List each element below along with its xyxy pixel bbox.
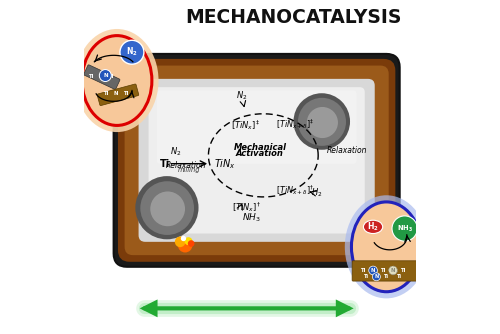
Text: $N_2$: $N_2$ — [236, 90, 248, 102]
FancyBboxPatch shape — [114, 54, 400, 267]
Text: milling: milling — [178, 167, 201, 173]
Text: MECHANOCATALYSIS: MECHANOCATALYSIS — [185, 8, 402, 27]
Text: Ti: Ti — [122, 91, 128, 96]
Text: Ti: Ti — [384, 274, 389, 279]
Circle shape — [140, 181, 194, 235]
Circle shape — [150, 191, 185, 226]
FancyBboxPatch shape — [148, 87, 365, 233]
Text: $NH_3$: $NH_3$ — [242, 211, 261, 224]
Text: $N_2$: $N_2$ — [170, 146, 181, 158]
Text: $[TiN_x]^{\dagger}$: $[TiN_x]^{\dagger}$ — [232, 200, 261, 214]
Text: $\mathbf{H_2}$: $\mathbf{H_2}$ — [367, 221, 379, 233]
Text: Ti: Ti — [102, 91, 108, 96]
Text: Mechanical: Mechanical — [234, 143, 286, 152]
Text: Ti: Ti — [364, 274, 369, 279]
FancyBboxPatch shape — [352, 261, 420, 281]
Circle shape — [388, 266, 398, 275]
Circle shape — [181, 236, 186, 241]
Circle shape — [188, 240, 194, 247]
Ellipse shape — [352, 202, 422, 292]
Circle shape — [372, 273, 380, 281]
Text: Activation: Activation — [236, 149, 284, 158]
Text: N: N — [98, 74, 102, 79]
Text: N: N — [103, 73, 108, 78]
Ellipse shape — [364, 220, 382, 233]
Text: Relaxation: Relaxation — [166, 161, 207, 170]
Circle shape — [178, 238, 192, 253]
FancyBboxPatch shape — [118, 59, 396, 262]
Text: Ti: Ti — [88, 74, 93, 79]
Text: N: N — [371, 268, 376, 273]
Circle shape — [136, 176, 198, 239]
Circle shape — [100, 69, 112, 81]
Circle shape — [120, 40, 144, 64]
Circle shape — [294, 93, 350, 150]
FancyBboxPatch shape — [138, 79, 374, 242]
Circle shape — [298, 98, 346, 146]
Ellipse shape — [76, 29, 158, 132]
Text: $\mathbf{NH_3}$: $\mathbf{NH_3}$ — [396, 223, 412, 234]
Text: $[TiN_x]^{\ddagger}$: $[TiN_x]^{\ddagger}$ — [230, 118, 260, 132]
Text: Ti: Ti — [400, 268, 406, 273]
Text: Ti: Ti — [397, 274, 402, 279]
Text: N: N — [391, 268, 396, 273]
FancyBboxPatch shape — [97, 84, 138, 106]
Ellipse shape — [345, 195, 428, 298]
Circle shape — [392, 216, 417, 241]
FancyBboxPatch shape — [157, 91, 356, 164]
Ellipse shape — [82, 36, 152, 126]
Circle shape — [184, 237, 192, 245]
FancyBboxPatch shape — [84, 65, 120, 90]
Text: Ti: Ti — [380, 268, 386, 273]
Text: Ti: Ti — [108, 74, 114, 79]
Text: N: N — [374, 274, 378, 279]
Text: Relaxation: Relaxation — [326, 146, 367, 155]
Text: Ti: Ti — [360, 268, 366, 273]
FancyBboxPatch shape — [124, 65, 388, 255]
Text: N: N — [113, 91, 117, 96]
FancyArrowPatch shape — [144, 303, 349, 314]
Text: $TiN_x$: $TiN_x$ — [214, 157, 236, 171]
Text: $\mathbf{N_2}$: $\mathbf{N_2}$ — [126, 45, 138, 58]
Text: Ti: Ti — [160, 159, 170, 169]
Circle shape — [368, 266, 378, 275]
Circle shape — [175, 236, 186, 247]
Circle shape — [307, 107, 338, 138]
Text: $[TiN_{x+\delta}]^{\ddagger}$: $[TiN_{x+\delta}]^{\ddagger}$ — [276, 117, 314, 131]
Text: $H_2$: $H_2$ — [311, 187, 322, 199]
Text: $[TiN_{x+\delta}]^{\dagger}$: $[TiN_{x+\delta}]^{\dagger}$ — [276, 183, 314, 197]
